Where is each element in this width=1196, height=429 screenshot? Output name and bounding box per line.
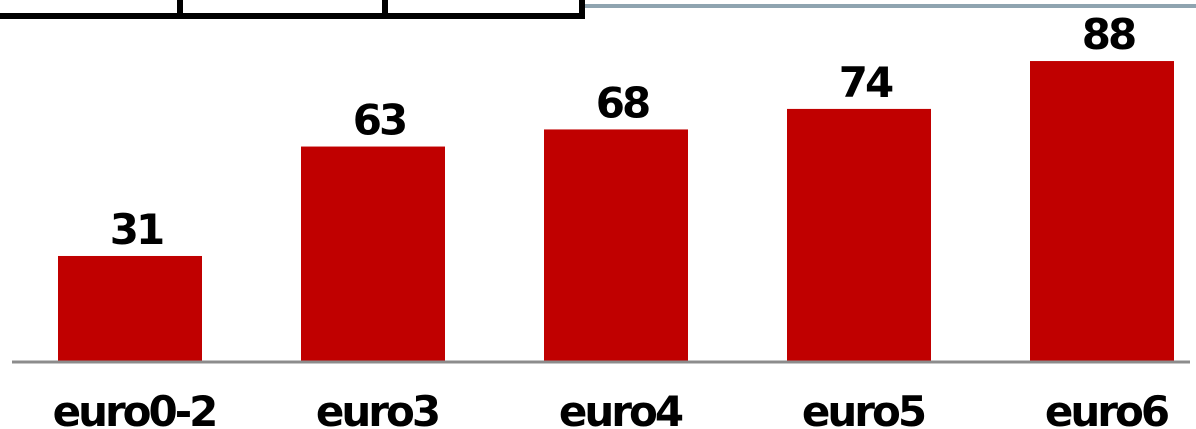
- value-labels-group: 31 63 68 74 88: [110, 10, 1138, 254]
- x-tick-label-euro4: euro4: [559, 387, 683, 429]
- data-label-euro5: 74: [839, 58, 893, 107]
- category-labels-group: euro0-2 euro3 euro4 euro5 euro6: [53, 387, 1171, 429]
- bar-euro6: [1030, 61, 1174, 362]
- bar-euro3: [301, 146, 445, 362]
- data-label-euro4: 68: [596, 78, 649, 127]
- data-label-euro3: 63: [353, 96, 405, 145]
- bar-euro4: [544, 129, 688, 362]
- bars-group: [58, 61, 1174, 362]
- x-tick-label-euro5: euro5: [802, 387, 925, 429]
- x-tick-label-euro0-2: euro0-2: [53, 387, 216, 429]
- top-box-frame: [0, 0, 585, 19]
- x-tick-label-euro6: euro6: [1045, 387, 1168, 429]
- data-label-euro6: 88: [1082, 10, 1135, 59]
- bar-euro0-2: [58, 255, 202, 362]
- top-decoration: [0, 0, 1196, 19]
- bar-euro5: [787, 108, 931, 362]
- x-tick-label-euro3: euro3: [316, 387, 438, 429]
- data-label-euro0-2: 31: [110, 205, 163, 254]
